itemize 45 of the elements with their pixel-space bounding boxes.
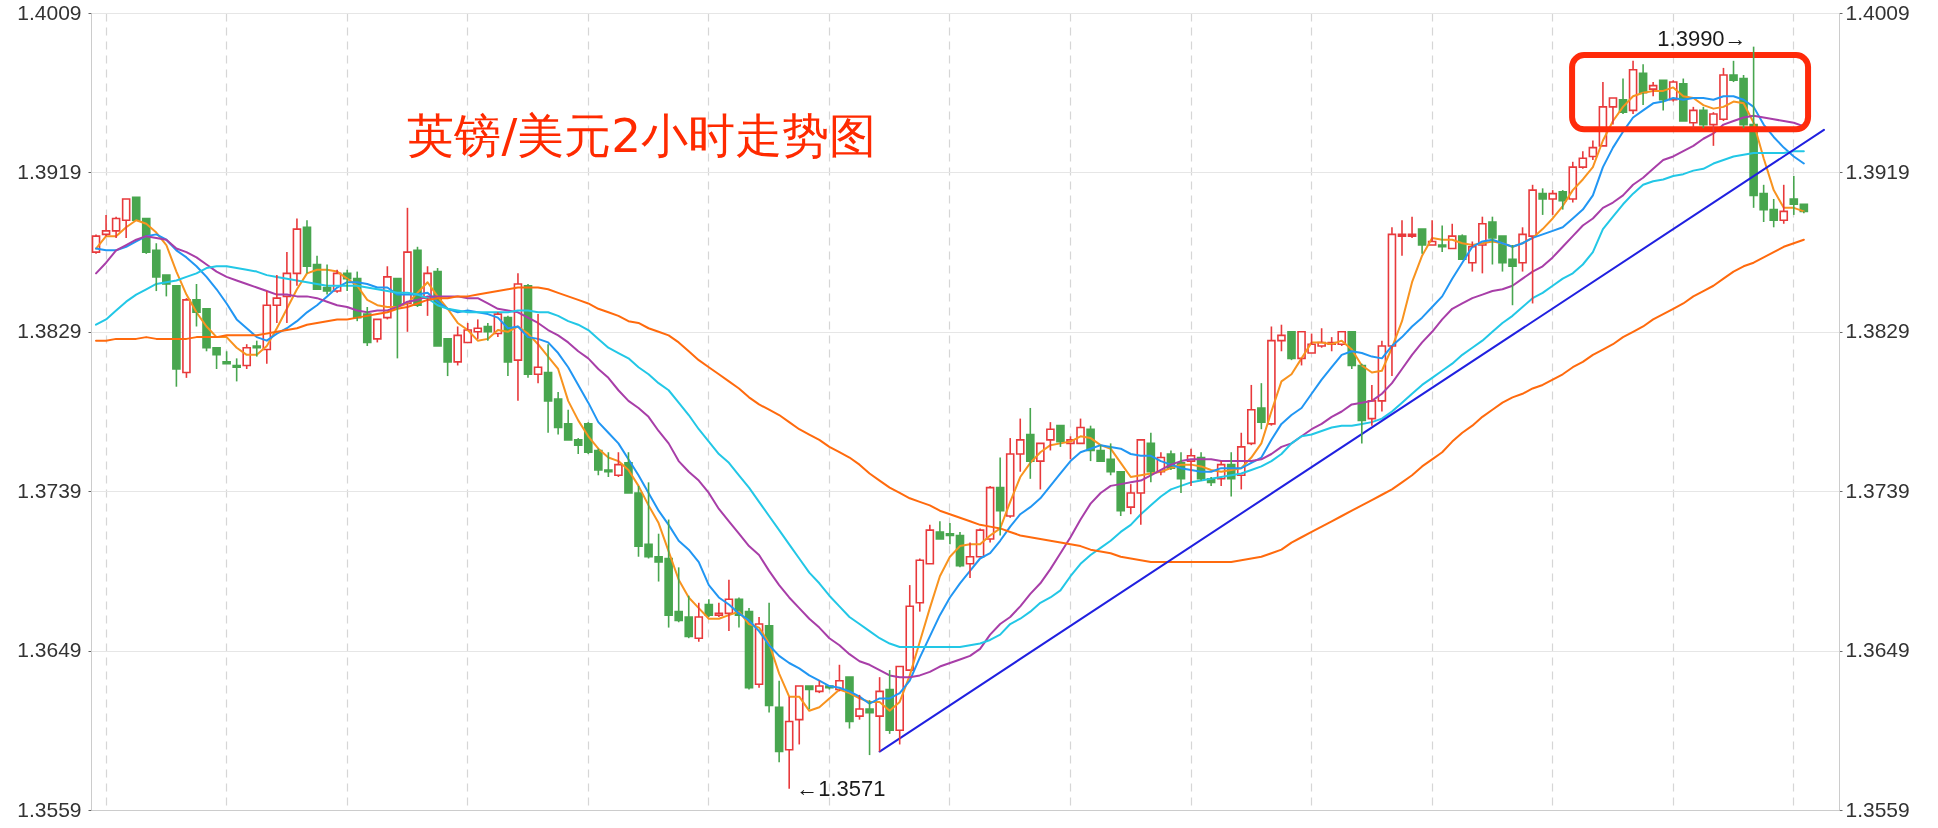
- candlestick: [784, 695, 794, 790]
- y2-tick-label: 1.3829: [1845, 319, 1910, 343]
- candlestick: [1387, 226, 1397, 377]
- y2-tick-label: 1.3919: [1845, 159, 1910, 183]
- candlestick: [1417, 228, 1427, 255]
- text: 英镑/美元2小时走势图: [407, 108, 877, 164]
- candlestick: [292, 217, 302, 287]
- y-tick-label: 1.4009: [17, 0, 82, 24]
- candlestick: [553, 391, 563, 436]
- candlestick: [925, 524, 935, 565]
- y-tick-label: 1.3649: [17, 638, 82, 662]
- candlestick: [1025, 407, 1035, 480]
- line-series: [95, 238, 1805, 564]
- y-tick-label: 1.3559: [17, 797, 82, 821]
- y2-tick-label: 1.3739: [1845, 478, 1910, 502]
- candlestick: [121, 198, 131, 239]
- candlestick: [272, 274, 282, 324]
- candlestick: [935, 520, 945, 540]
- candlestick: [995, 456, 1005, 537]
- candlestick: [1779, 184, 1789, 225]
- annotation: ←1.3571: [796, 775, 886, 801]
- candlestick: [804, 685, 814, 710]
- candlestick: [694, 601, 704, 643]
- candlestick: [1578, 150, 1588, 170]
- candlestick: [774, 679, 784, 763]
- candlestick: [302, 219, 312, 275]
- y2-tick-label: 1.3559: [1845, 797, 1910, 821]
- candlestick: [543, 343, 553, 434]
- candlestick: [794, 685, 804, 746]
- y2-tick-label: 1.4009: [1845, 0, 1910, 24]
- candlestick: [1437, 224, 1447, 253]
- candlestick: [1568, 160, 1578, 204]
- y-tick-label: 1.3829: [17, 319, 82, 343]
- y-tick-label: 1.3739: [17, 478, 82, 502]
- candlestick: [403, 207, 412, 333]
- candlestick: [252, 339, 262, 358]
- candlestick: [483, 322, 493, 342]
- candlestick: [1608, 97, 1618, 126]
- candlestick: [1558, 189, 1568, 211]
- candlestick: [965, 541, 975, 579]
- candlestick: [1789, 175, 1799, 216]
- y2-tick-label: 1.3649: [1845, 638, 1910, 662]
- y-tick-label: 1.3919: [17, 159, 82, 183]
- candlestick: [533, 313, 543, 384]
- annotation: 1.3990→: [1657, 25, 1747, 51]
